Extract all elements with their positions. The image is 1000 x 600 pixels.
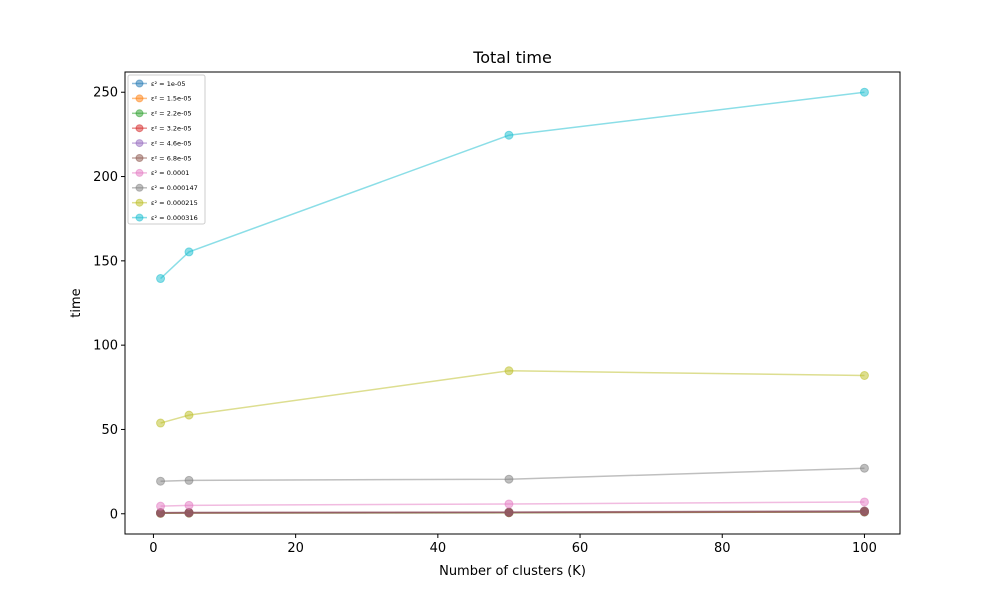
- series-line: [160, 370, 865, 424]
- legend-entry: ε² = 2.2e-05: [132, 109, 192, 118]
- data-point: [156, 476, 166, 486]
- legend-label: ε² = 0.000215: [151, 199, 198, 207]
- series-line: [160, 501, 865, 507]
- x-tick-label: 80: [714, 541, 731, 556]
- x-tick-label: 60: [572, 541, 589, 556]
- legend-entry: ε² = 6.8e-05: [132, 154, 192, 162]
- data-point: [504, 499, 514, 509]
- y-tick-label: 50: [101, 423, 118, 438]
- legend-label: ε² = 2.2e-05: [151, 110, 192, 118]
- legend-marker: [135, 183, 144, 192]
- data-point: [184, 410, 194, 420]
- series-line: [160, 91, 865, 280]
- data-point: [859, 463, 869, 473]
- series-line: [160, 467, 865, 482]
- legend-marker: [135, 79, 144, 88]
- legend-label: ε² = 1e-05: [151, 80, 185, 88]
- legend-entry: ε² = 0.000215: [132, 198, 198, 207]
- x-tick-label: 100: [852, 541, 877, 556]
- y-tick-label: 200: [93, 170, 118, 185]
- data-point: [859, 371, 869, 381]
- series-10: [156, 87, 869, 284]
- legend-entry: ε² = 0.000147: [132, 183, 198, 192]
- legend-label: ε² = 4.6e-05: [151, 139, 192, 147]
- legend-entry: ε² = 1.5e-05: [132, 94, 192, 103]
- plot-area: [124, 71, 901, 535]
- y-tick-label: 0: [110, 507, 118, 522]
- x-axis-label: Number of clusters (K): [439, 564, 586, 579]
- series-7: [156, 497, 869, 511]
- data-point: [184, 500, 194, 510]
- legend-marker: [135, 198, 144, 207]
- data-point: [504, 474, 514, 484]
- legend-label: ε² = 3.2e-05: [151, 125, 192, 133]
- data-point: [184, 475, 194, 485]
- series-6: [156, 506, 869, 518]
- series-9: [156, 366, 869, 428]
- legend-label: ε² = 0.000147: [151, 184, 198, 192]
- legend-marker: [135, 168, 144, 177]
- data-point: [156, 418, 166, 428]
- legend-entry: ε² = 0.0001: [132, 168, 189, 177]
- x-tick-label: 20: [287, 541, 304, 556]
- legend-label: ε² = 0.0001: [151, 169, 189, 177]
- x-axis: 0 20 40 60 80 100: [149, 534, 877, 556]
- legend-box: [127, 74, 206, 225]
- data-point: [859, 506, 869, 516]
- data-point: [859, 87, 869, 97]
- legend-entry: ε² = 3.2e-05: [132, 124, 192, 133]
- data-point: [156, 274, 166, 284]
- y-tick-label: 250: [93, 86, 118, 101]
- y-axis: 0 50 100 150 200 250: [93, 86, 125, 522]
- legend-marker: [135, 139, 144, 148]
- data-point: [504, 366, 514, 376]
- legend-marker: [135, 109, 144, 118]
- legend-marker: [135, 154, 144, 162]
- data-point: [859, 497, 869, 507]
- data-point: [184, 247, 194, 257]
- x-tick-label: 0: [149, 541, 157, 556]
- legend-marker: [135, 94, 144, 103]
- x-tick-label: 40: [430, 541, 447, 556]
- legend-marker: [135, 213, 144, 222]
- series-8: [156, 463, 869, 486]
- legend-label: ε² = 0.000316: [151, 214, 198, 222]
- chart-title: Total time: [472, 48, 552, 67]
- y-axis-label: time: [69, 288, 84, 317]
- legend-label: ε² = 6.8e-05: [151, 154, 192, 162]
- plot-frame: [124, 71, 901, 535]
- data-point: [156, 501, 166, 511]
- data-point: [504, 130, 514, 140]
- legend-entry: ε² = 0.000316: [132, 213, 198, 222]
- y-tick-label: 150: [93, 254, 118, 269]
- data-point: [504, 507, 514, 517]
- legend: ε² = 1e-05 ε² = 1.5e-05 ε² = 2.2e-05 ε² = 3…: [127, 74, 206, 225]
- y-tick-label: 100: [93, 339, 118, 354]
- series-layer: [156, 87, 869, 518]
- legend-marker: [135, 124, 144, 133]
- legend-entry: ε² = 4.6e-05: [132, 139, 192, 147]
- legend-entry: ε² = 1e-05: [132, 79, 185, 88]
- legend-label: ε² = 1.5e-05: [151, 95, 192, 103]
- series-line: [160, 510, 865, 514]
